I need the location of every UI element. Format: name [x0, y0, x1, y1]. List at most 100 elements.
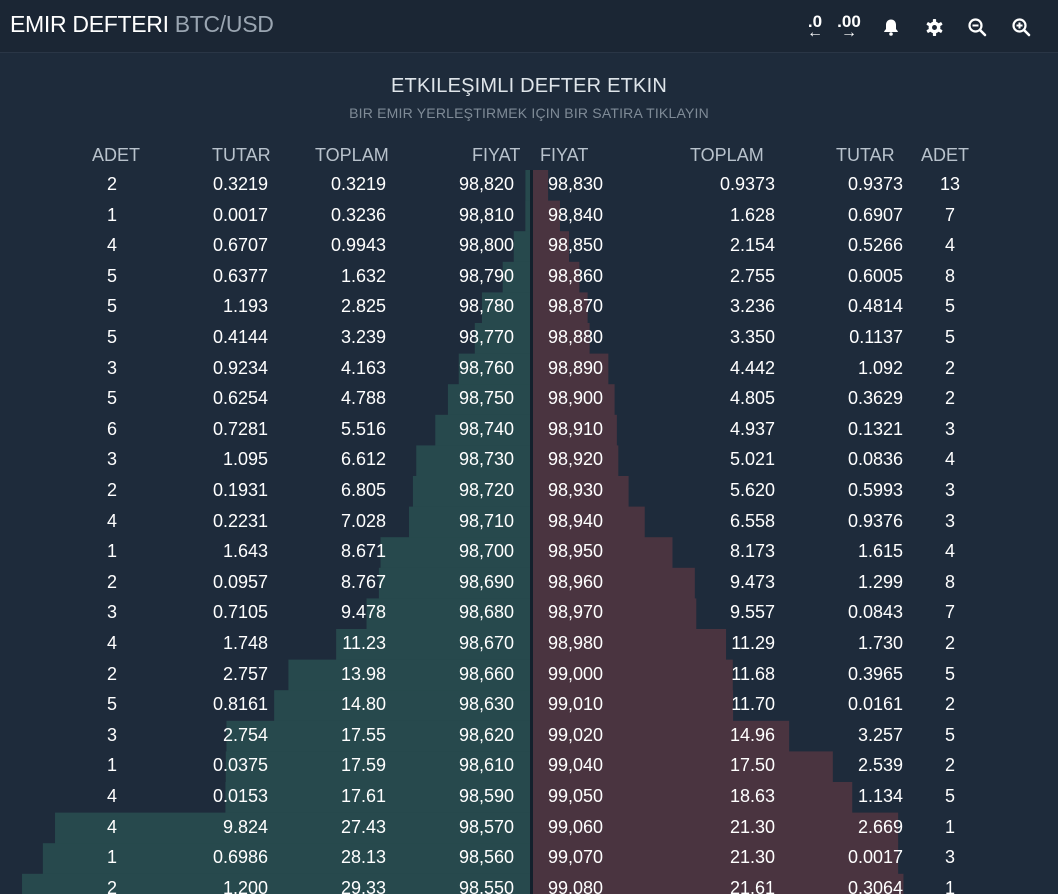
- order-book-row[interactable]: 4 0.2231 7.028 98,710 98,940 6.558 0.9376 3: [0, 507, 1058, 537]
- bid-count-cell: 2: [106, 571, 117, 592]
- bid-count-cell: 5: [106, 296, 117, 317]
- bid-total-cell: 6.612: [340, 449, 386, 470]
- alerts-button[interactable]: [874, 10, 908, 44]
- bid-total-cell: 2.825: [340, 296, 386, 317]
- order-book-panel: ETKILEŞIMLI DEFTER ETKIN BIR EMIR YERLEŞ…: [0, 53, 1058, 894]
- ask-price-cell: 98,940: [548, 510, 604, 531]
- order-book-row[interactable]: 2 0.1931 6.805 98,720 98,930 5.620 0.5993 3: [0, 476, 1058, 506]
- order-book-row[interactable]: 3 0.9234 4.163 98,760 98,890 4.442 1.092 2: [0, 354, 1058, 384]
- order-book-row[interactable]: 4 0.0153 17.61 98,590 99,050 18.63 1.134 5: [0, 782, 1058, 812]
- order-book-row[interactable]: 5 1.193 2.825 98,780 98,870 3.236 0.4814 5: [0, 292, 1058, 322]
- ask-amount-cell: 1.134: [857, 786, 903, 806]
- order-book-row[interactable]: 5 0.4144 3.239 98,770 98,880 3.350 0.1137 5: [0, 323, 1058, 353]
- order-book-row[interactable]: 2 0.3219 0.3219 98,820 98,830 0.9373 0.9373 13: [0, 170, 1058, 200]
- bid-depth-bar: [409, 506, 531, 538]
- ask-depth-bar: [532, 506, 645, 538]
- increase-precision-label: .00: [837, 12, 861, 31]
- ask-count-cell: 5: [944, 663, 955, 684]
- order-book-row[interactable]: 2 0.0957 8.767 98,690 98,960 9.473 1.299 8: [0, 568, 1058, 598]
- bid-depth-bar: [366, 598, 531, 630]
- ask-price-cell: 99,020: [548, 724, 604, 745]
- bid-depth-bar: [42, 843, 532, 875]
- bid-total-cell: 17.59: [340, 755, 386, 776]
- zoom-out-icon: [968, 18, 987, 37]
- bid-price-cell: 98,730: [458, 449, 514, 470]
- ask-amount-cell: 0.3629: [847, 388, 903, 409]
- bid-depth-bar: [274, 690, 531, 722]
- ask-price-header: FIYAT: [540, 145, 589, 165]
- bid-count-cell: 2: [106, 480, 117, 500]
- ask-depth-bar: [532, 200, 560, 232]
- symbol-pair[interactable]: BTC/USD: [174, 11, 274, 37]
- bid-amount-cell: 0.7281: [212, 418, 268, 439]
- ask-count-cell: 3: [944, 418, 955, 439]
- ask-amount-cell: 0.4814: [847, 296, 903, 317]
- ask-total-cell: 21.30: [729, 816, 775, 837]
- order-book-row[interactable]: 5 0.6254 4.788 98,750 98,900 4.805 0.3629 2: [0, 384, 1058, 414]
- ask-total-cell: 0.9373: [719, 174, 775, 194]
- ask-count-cell: 2: [944, 694, 955, 715]
- order-book-row[interactable]: 1 1.643 8.671 98,700 98,950 8.173 1.615 4: [0, 537, 1058, 567]
- ask-total-cell: 5.021: [729, 449, 775, 470]
- bid-price-cell: 98,590: [458, 786, 514, 806]
- ask-depth-bar: [532, 261, 580, 293]
- order-book-row[interactable]: 5 0.6377 1.632 98,790 98,860 2.755 0.6005 8: [0, 262, 1058, 292]
- ask-depth-bar: [532, 323, 590, 355]
- ask-total-cell: 3.350: [729, 327, 775, 347]
- bid-amount-cell: 0.4144: [212, 327, 268, 347]
- ask-count-cell: 2: [944, 357, 955, 378]
- order-book-row[interactable]: 2 1.200 29.33 98,550 99,080 21.61 0.3064 1: [0, 874, 1058, 894]
- bid-amount-cell: 1.095: [222, 449, 268, 470]
- order-book-row[interactable]: 1 0.0017 0.3236 98,810 98,840 1.628 0.6907 7: [0, 201, 1058, 231]
- bid-amount-cell: 0.1931: [212, 480, 268, 500]
- order-book-row[interactable]: 1 0.6986 28.13 98,560 99,070 21.30 0.0017 3: [0, 843, 1058, 873]
- bid-count-cell: 4: [106, 633, 117, 653]
- ask-count-cell: 4: [944, 541, 955, 562]
- ask-depth-bar: [532, 690, 734, 722]
- depth-chart: [22, 170, 904, 894]
- order-book-row[interactable]: 4 0.6707 0.9943 98,800 98,850 2.154 0.5266 4: [0, 231, 1058, 261]
- ask-count-cell: 7: [944, 602, 955, 623]
- order-book-row[interactable]: 4 1.748 11.23 98,670 98,980 11.29 1.730 2: [0, 629, 1058, 659]
- zoom-in-button[interactable]: [1004, 10, 1038, 44]
- order-book-row[interactable]: 6 0.7281 5.516 98,740 98,910 4.937 0.1321 3: [0, 415, 1058, 445]
- ask-count-cell: 2: [944, 755, 955, 776]
- order-book-row[interactable]: 5 0.8161 14.80 98,630 99,010 11.70 0.0161 2: [0, 690, 1058, 720]
- interactive-book-title: ETKILEŞIMLI DEFTER ETKIN: [391, 75, 667, 97]
- bid-amount-cell: 0.7105: [212, 602, 268, 623]
- decrease-precision-button[interactable]: .0 ←: [798, 10, 832, 44]
- ask-count-cell: 3: [944, 480, 955, 500]
- ask-total-cell: 5.620: [729, 480, 775, 500]
- ask-price-cell: 98,880: [548, 327, 604, 347]
- bid-price-cell: 98,610: [458, 755, 514, 776]
- bid-amount-cell: 0.6986: [212, 847, 268, 868]
- toolbar: .0 ← .00 →: [0, 10, 1058, 44]
- bell-icon: [884, 19, 898, 36]
- zoom-out-button[interactable]: [960, 10, 994, 44]
- interactive-book-subtitle: BIR EMIR YERLEŞTIRMEK IÇIN BIR SATIRA TI…: [349, 105, 709, 121]
- bid-total-cell: 1.632: [340, 265, 386, 286]
- ask-amount-cell: 3.257: [857, 724, 903, 745]
- zoom-in-icon: [1012, 18, 1031, 37]
- order-book-row[interactable]: 3 2.754 17.55 98,620 99,020 14.96 3.257 5: [0, 721, 1058, 751]
- ask-amount-cell: 2.539: [857, 755, 903, 776]
- order-book-row[interactable]: 4 9.824 27.43 98,570 99,060 21.30 2.669 1: [0, 813, 1058, 843]
- order-book-row[interactable]: 1 0.0375 17.59 98,610 99,040 17.50 2.539 2: [0, 751, 1058, 781]
- bid-total-cell: 4.788: [340, 388, 386, 409]
- order-book-row[interactable]: 3 1.095 6.612 98,730 98,920 5.021 0.0836 4: [0, 445, 1058, 475]
- bid-count-header: ADET: [92, 145, 141, 165]
- increase-precision-button[interactable]: .00 →: [832, 10, 866, 44]
- ask-amount-cell: 0.1321: [847, 418, 903, 439]
- bid-amount-cell: 0.3219: [212, 174, 268, 194]
- bid-count-cell: 3: [106, 449, 117, 470]
- ask-amount-cell: 0.6907: [847, 204, 903, 225]
- ask-depth-bar: [532, 598, 697, 630]
- ask-price-cell: 98,840: [548, 204, 604, 225]
- ask-amount-cell: 0.1137: [849, 327, 903, 347]
- settings-button[interactable]: [917, 10, 951, 44]
- ask-depth-bar: [532, 843, 899, 875]
- bid-depth-bar: [22, 873, 531, 894]
- bid-price-cell: 98,770: [458, 327, 514, 347]
- order-book-row[interactable]: 3 0.7105 9.478 98,680 98,970 9.557 0.0843 7: [0, 598, 1058, 628]
- order-book-row[interactable]: 2 2.757 13.98 98,660 99,000 11.68 0.3965 5: [0, 660, 1058, 690]
